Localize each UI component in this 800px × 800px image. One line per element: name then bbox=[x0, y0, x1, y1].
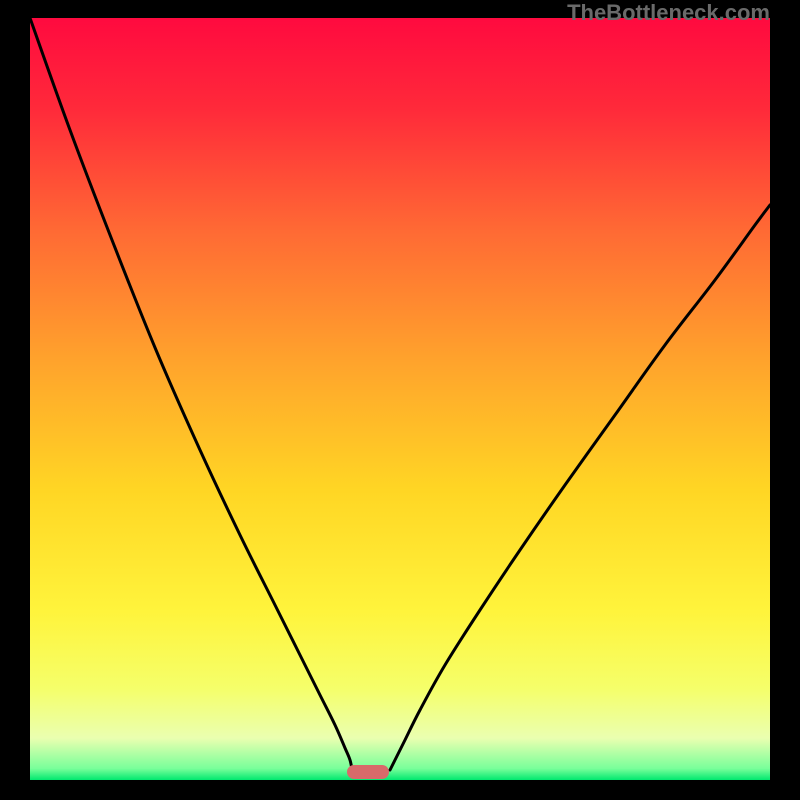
figure-root: TheBottleneck.com bbox=[0, 0, 800, 800]
curves-layer bbox=[0, 0, 800, 800]
left-curve bbox=[30, 18, 352, 770]
right-curve bbox=[390, 205, 770, 770]
watermark-label: TheBottleneck.com bbox=[567, 0, 770, 26]
bottleneck-marker bbox=[347, 765, 389, 779]
plot-area bbox=[30, 18, 770, 780]
